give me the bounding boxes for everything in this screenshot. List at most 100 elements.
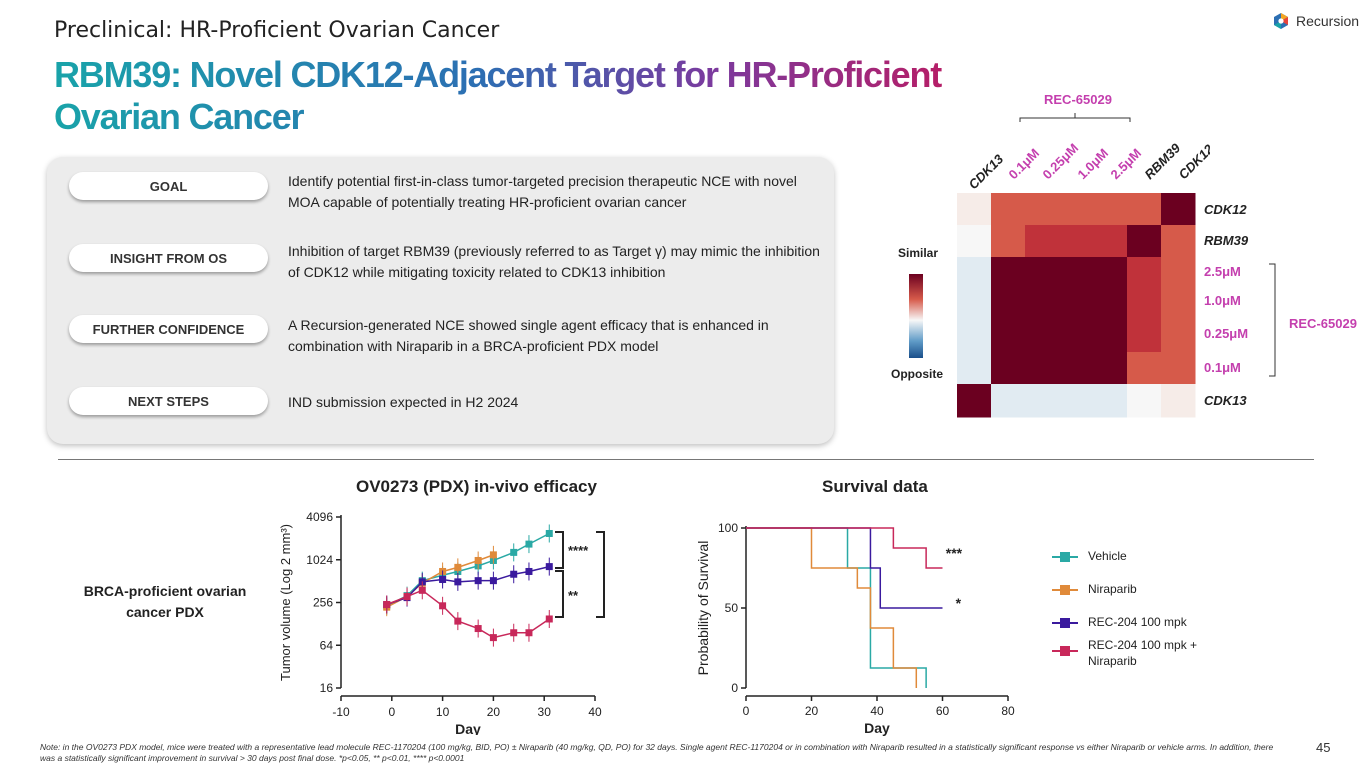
col-label-0-1um: 0.1μM	[1006, 145, 1043, 182]
col-label-0-25um: 0.25μM	[1040, 140, 1082, 182]
heatmap-cell	[991, 193, 1026, 226]
y-tick-label: 50	[725, 601, 739, 615]
heatmap-cell	[1025, 384, 1060, 418]
data-point	[439, 575, 447, 583]
row-label-rbm39: RBM39	[1204, 233, 1249, 248]
heatmap-bracket-right	[1269, 263, 1276, 377]
heatmap-cell	[957, 287, 992, 319]
annotation-stars-2: *	[956, 595, 962, 611]
heatmap-cell	[957, 257, 992, 288]
heatmap-cell	[1025, 257, 1060, 288]
col-label-2-5um: 2.5μM	[1108, 145, 1145, 182]
heatmap-cell	[957, 318, 992, 353]
y-axis-label: Probability of Survival	[695, 541, 711, 676]
heatmap-cell	[991, 352, 1026, 385]
data-point	[474, 625, 482, 633]
data-point	[454, 578, 462, 586]
heatmap-cell	[1093, 352, 1128, 385]
heatmap-cell	[1161, 257, 1196, 288]
footnote: Note: in the OV0273 PDX model, mice were…	[40, 742, 1274, 763]
heatmap-cell	[1161, 352, 1196, 385]
data-point	[510, 629, 518, 637]
heatmap-cell	[991, 318, 1026, 353]
y-tick-label: 64	[320, 638, 334, 652]
x-tick-label: -10	[332, 705, 350, 719]
heatmap-cell	[1093, 225, 1128, 258]
x-tick-label: 40	[588, 705, 602, 719]
goal-text: Identify potential first-in-class tumor-…	[288, 173, 797, 210]
insight-text: Inhibition of target RBM39 (previously r…	[288, 243, 820, 280]
bracket-rec204-combo	[555, 570, 564, 618]
data-point	[403, 593, 411, 601]
legend-niraparib: Niraparib	[1052, 582, 1252, 615]
row-label-2-5um: 2.5μM	[1204, 264, 1241, 279]
x-axis-label: Day	[864, 720, 890, 736]
data-point	[525, 540, 533, 548]
series-line	[386, 589, 550, 639]
title-line-2: Ovarian Cancer	[54, 96, 304, 137]
data-point	[545, 529, 553, 537]
row-label-brca: BRCA-proficient ovarian cancer PDX	[83, 583, 247, 620]
data-point	[474, 556, 482, 564]
recursion-logo: Recursion	[1272, 12, 1359, 30]
annotation-stars-1: ***	[946, 545, 963, 561]
survival-title: Survival data	[822, 477, 928, 496]
x-tick-label: 40	[870, 704, 884, 718]
series-line	[386, 565, 550, 606]
x-tick-label: 60	[936, 704, 950, 718]
heatmap-cell	[1059, 257, 1094, 288]
data-point	[454, 563, 462, 571]
data-point	[489, 634, 497, 642]
heatmap-cell	[1127, 193, 1162, 226]
survival-curve	[746, 527, 918, 688]
row-label-0-25um: 0.25μM	[1204, 326, 1249, 341]
heatmap-cell	[991, 257, 1026, 288]
heatmap-bracket-top	[1019, 113, 1131, 122]
heatmap-cell	[1025, 318, 1060, 353]
heatmap-cell	[991, 384, 1026, 418]
data-point	[439, 602, 447, 610]
bracket-vehicle-rec204	[555, 531, 564, 569]
legend-marker-rec204-niraparib	[1052, 646, 1078, 656]
survival-chart: 0 50 100 0 20 40 60 80 Day Probability of Surviva…	[695, 521, 1015, 736]
y-tick-label: 0	[731, 681, 738, 695]
data-point	[510, 548, 518, 556]
data-point	[418, 586, 426, 594]
efficacy-chart: 16 64 256 1024 4096 -10 0 10 20 30 40 Day Tumor volu…	[278, 510, 605, 735]
row-label-0-1um: 0.1μM	[1204, 360, 1241, 375]
slide-subtitle: Preclinical: HR-Proficient Ovarian Cance…	[54, 18, 500, 43]
chart-legend: Vehicle Niraparib REC-204 100 mpk REC-20…	[1052, 549, 1252, 673]
legend-rec204-niraparib: REC-204 100 mpk + Niraparib	[1052, 637, 1252, 673]
col-label-rbm39: RBM39	[1142, 140, 1184, 182]
heatmap-cell	[1093, 287, 1128, 319]
x-tick-label: 0	[388, 705, 395, 719]
heatmap-cell	[1127, 352, 1162, 385]
heatmap-cell	[1025, 225, 1060, 258]
heatmap-cell	[1161, 287, 1196, 319]
confidence-text: A Recursion-generated NCE showed single …	[288, 317, 769, 354]
heatmap-cell	[1025, 287, 1060, 319]
heatmap-cell	[1059, 193, 1094, 226]
data-point	[525, 567, 533, 575]
legend-rec204: REC-204 100 mpk	[1052, 615, 1252, 637]
heatmap-cell	[957, 225, 992, 258]
data-point	[383, 600, 391, 608]
y-tick-label: 4096	[306, 510, 333, 524]
heatmap-cell	[957, 352, 992, 385]
heatmap-cell	[991, 287, 1026, 319]
heatmap-cell	[1127, 225, 1162, 258]
heatmap-grid	[957, 193, 1196, 418]
heatmap-cell	[1161, 318, 1196, 353]
confidence-pill: FURTHER CONFIDENCE	[69, 315, 268, 343]
heatmap-column-labels: CDK13 0.1μM 0.25μM 1.0μM 2.5μM RBM39 CDK…	[966, 140, 1210, 192]
annotation-stars-1: ****	[568, 543, 589, 558]
legend-marker-rec204	[1052, 618, 1078, 628]
y-tick-label: 256	[313, 596, 333, 610]
next-steps-text: IND submission expected in H2 2024	[288, 394, 519, 410]
series-line	[386, 532, 550, 607]
heatmap-cell	[1093, 318, 1128, 353]
data-point	[545, 563, 553, 571]
heatmap-cell	[1059, 318, 1094, 353]
data-point	[510, 570, 518, 578]
row-label-cdk12: CDK12	[1204, 202, 1247, 217]
